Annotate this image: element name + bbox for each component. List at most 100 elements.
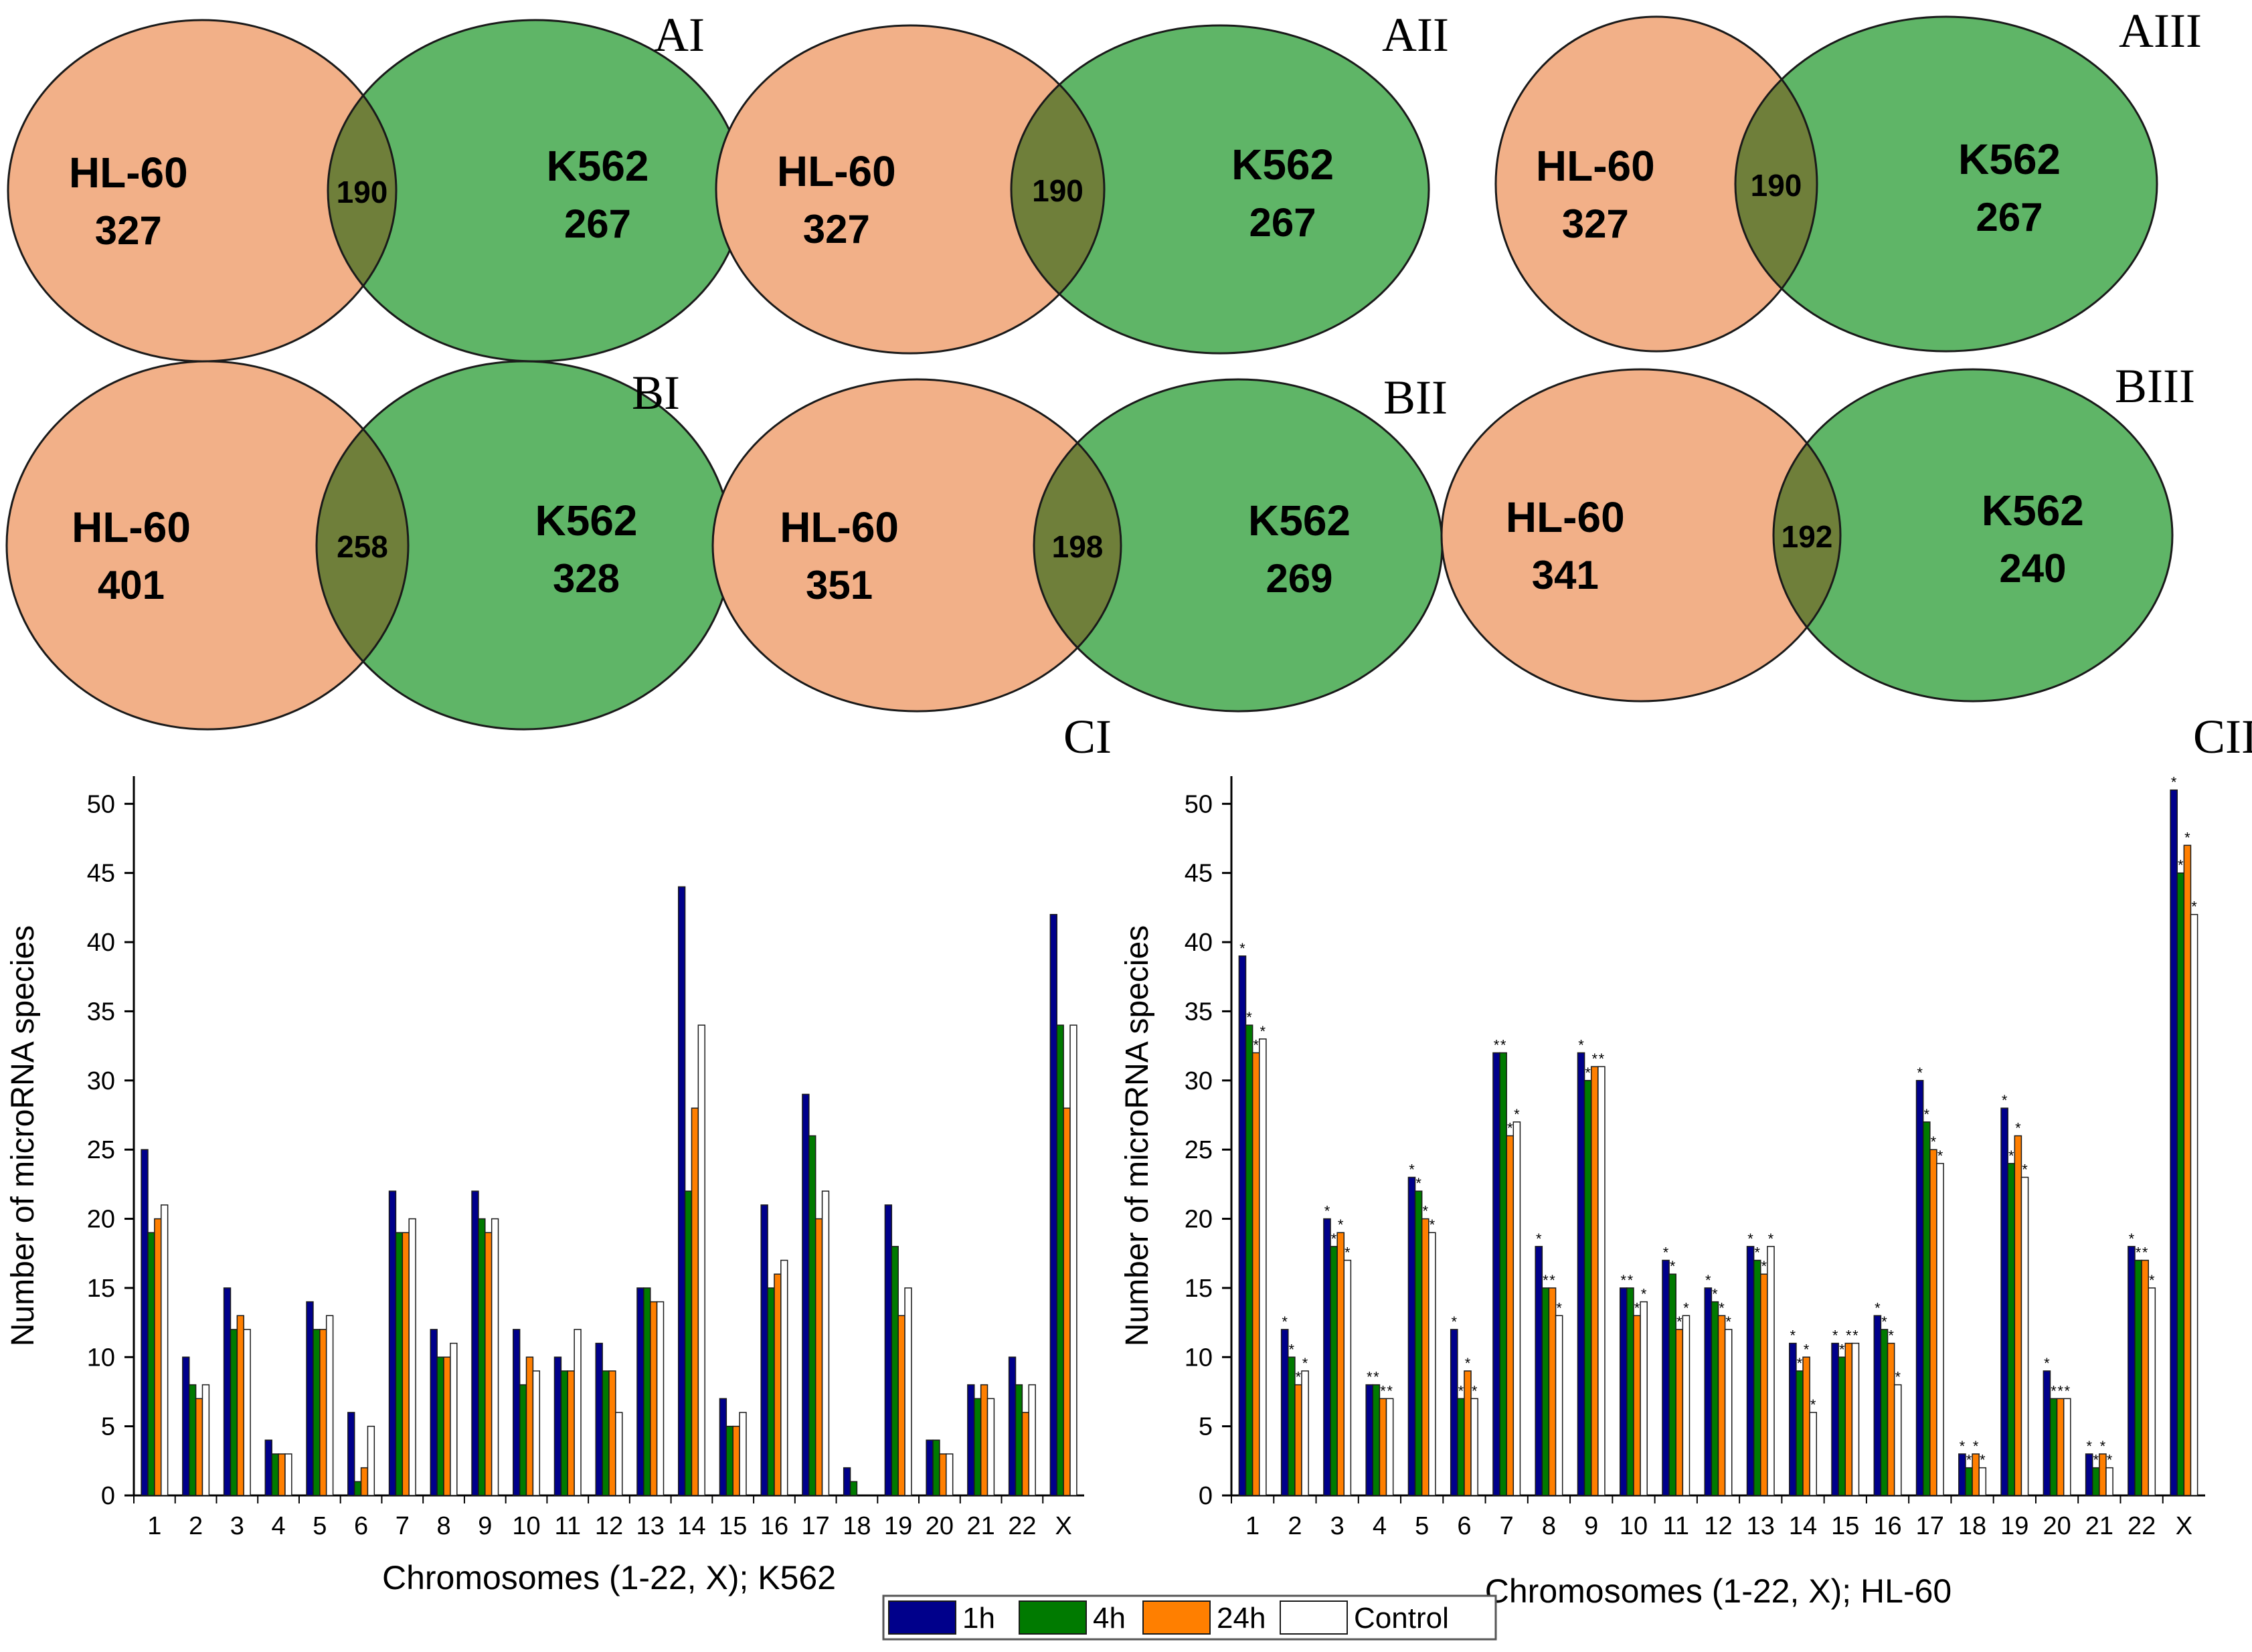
significance-asterisk: *: [1494, 1036, 1500, 1053]
bar-4h-chr-20: [2049, 1398, 2058, 1496]
significance-asterisk: *: [1839, 1341, 1845, 1358]
x-tick-label: 21: [967, 1512, 995, 1540]
x-tick-label: 15: [1831, 1512, 1859, 1540]
bar-control-chr-18: [1978, 1467, 1987, 1496]
bar-24h-chr-21: [980, 1384, 988, 1496]
significance-asterisk: *: [2142, 1245, 2148, 1261]
significance-asterisk: *: [1599, 1050, 1605, 1067]
legend-label: 4h: [1093, 1602, 1126, 1635]
bar-1h-chr-5: [1407, 1176, 1416, 1496]
legend-item-4h: 4h: [1019, 1600, 1126, 1635]
significance-asterisk: *: [1832, 1327, 1838, 1344]
bar-1h-chr-18: [1958, 1453, 1966, 1496]
y-tick-label: 10: [1185, 1344, 1213, 1372]
significance-asterisk: *: [1415, 1175, 1421, 1192]
bar-1h-chr-12: [1704, 1287, 1713, 1496]
significance-asterisk: *: [1754, 1245, 1760, 1261]
bar-1h-chr-20: [926, 1439, 934, 1496]
bar-24h-chr-7: [1506, 1135, 1514, 1496]
significance-asterisk: *: [1980, 1452, 1986, 1469]
bar-4h-chr-3: [1330, 1246, 1338, 1496]
significance-asterisk: *: [2149, 1272, 2155, 1289]
legend: 1h 4h 24h Control: [882, 1594, 1497, 1641]
x-tick-label: 9: [1584, 1512, 1598, 1540]
x-tick-label: 15: [719, 1512, 747, 1540]
hl60-count: 327: [95, 208, 162, 253]
legend-swatch: [1142, 1600, 1211, 1635]
significance-asterisk: *: [2044, 1355, 2050, 1372]
x-tick-label: 19: [884, 1512, 912, 1540]
bar-4h-chr-4: [1372, 1384, 1381, 1496]
hl60-outline: [5, 360, 410, 731]
venn-ai: HL-60 327 190 K562 267 AI: [7, 8, 744, 363]
bar-1h-chr-5: [306, 1301, 314, 1496]
significance-asterisk: *: [1973, 1438, 1979, 1455]
significance-asterisk: *: [1260, 1023, 1266, 1040]
venn-aii: HL-60 327 190 K562 267 AII: [715, 8, 1449, 355]
bar-control-chr-13: [1767, 1246, 1775, 1496]
significance-asterisk: *: [1324, 1203, 1330, 1220]
x-tick-label: 10: [512, 1512, 540, 1540]
significance-asterisk: *: [1797, 1355, 1803, 1372]
significance-asterisk: *: [2093, 1452, 2099, 1469]
bar-control-chr-21: [986, 1398, 995, 1496]
x-tick-label: 12: [595, 1512, 623, 1540]
bar-4h-chr-13: [643, 1287, 651, 1496]
bar-control-chr-1: [1259, 1038, 1267, 1496]
y-tick-label: 20: [87, 1206, 115, 1234]
significance-asterisk: *: [1338, 1216, 1344, 1233]
significance-asterisk: *: [1804, 1341, 1810, 1358]
x-tick-label: 13: [636, 1512, 665, 1540]
bar-4h-chr-22: [1015, 1384, 1023, 1496]
venn-biii: HL-60 341 192 K562 240 BIII: [1440, 359, 2195, 703]
significance-asterisk: *: [1507, 1120, 1513, 1137]
bar-4h-chr-3: [230, 1329, 238, 1496]
bar-4h-chr-16: [767, 1287, 775, 1496]
bar-24h-chr-15: [732, 1425, 740, 1496]
bar-24h-chr-19: [897, 1315, 905, 1496]
bar-4h-chr-x: [2176, 872, 2185, 1496]
bar-4h-chr-15: [1838, 1356, 1846, 1496]
bar-24h-chr-4: [278, 1453, 286, 1496]
x-tick-label: 7: [1500, 1512, 1514, 1540]
significance-asterisk: *: [2100, 1438, 2106, 1455]
significance-asterisk: *: [1543, 1272, 1549, 1289]
bar-24h-chr-20: [2056, 1398, 2065, 1496]
y-tick-label: 10: [87, 1344, 115, 1372]
bar-4h-chr-2: [188, 1384, 197, 1496]
bar-control-chr-7: [1512, 1121, 1521, 1496]
bar-control-chr-19: [904, 1287, 912, 1496]
bar-4h-chr-2: [1288, 1356, 1296, 1496]
x-axis-label: Chromosomes (1-22, X); HL-60: [1485, 1572, 1952, 1610]
k562-circle: [317, 361, 731, 729]
legend-label: 24h: [1217, 1602, 1266, 1635]
significance-asterisk: *: [1500, 1036, 1506, 1053]
bar-1h-chr-11: [553, 1356, 562, 1496]
bar-24h-chr-5: [1421, 1218, 1430, 1496]
significance-asterisk: *: [1895, 1369, 1901, 1386]
bar-4h-chr-17: [1922, 1121, 1931, 1496]
bar-1h-chr-21: [2085, 1453, 2093, 1496]
y-tick-label: 25: [87, 1136, 115, 1164]
bar-control-chr-5: [325, 1315, 334, 1496]
significance-asterisk: *: [1289, 1341, 1295, 1358]
significance-asterisk: *: [2136, 1245, 2142, 1261]
significance-asterisk: *: [1634, 1299, 1640, 1316]
overlap-count: 190: [337, 175, 388, 209]
bar-1h-chr-7: [388, 1190, 397, 1496]
bar-1h-chr-22: [2128, 1246, 2136, 1496]
bar-4h-chr-15: [725, 1425, 733, 1496]
significance-asterisk: *: [1725, 1313, 1731, 1330]
bar-24h-chr-6: [1464, 1370, 1472, 1496]
significance-asterisk: *: [1585, 1065, 1591, 1081]
significance-asterisk: *: [2191, 899, 2197, 915]
significance-asterisk: *: [1472, 1382, 1478, 1399]
legend-swatch: [888, 1600, 956, 1635]
bar-4h-chr-12: [1711, 1301, 1719, 1496]
k562-outline: [1734, 15, 2158, 353]
x-tick-label: 16: [1873, 1512, 1901, 1540]
legend-swatch: [1280, 1600, 1348, 1635]
bar-1h-chr-11: [1662, 1259, 1670, 1496]
bar-1h-chr-18: [843, 1467, 851, 1496]
x-tick-label: 2: [189, 1512, 203, 1540]
